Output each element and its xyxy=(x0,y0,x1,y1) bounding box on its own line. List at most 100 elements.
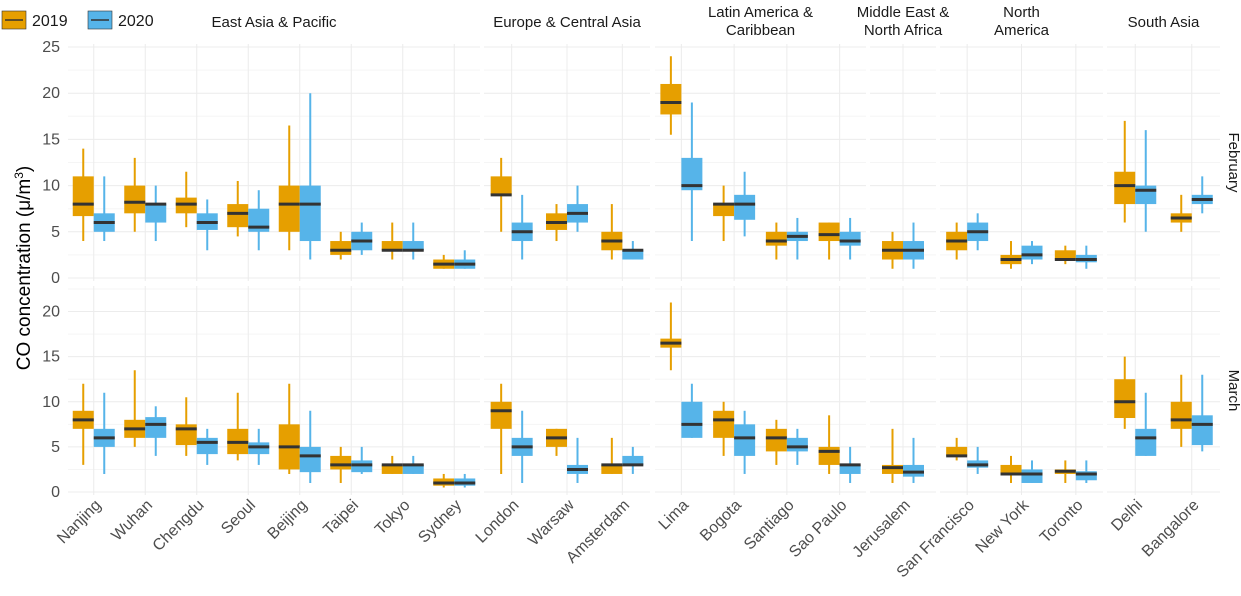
x-tick-label-warsaw: Warsaw xyxy=(525,496,578,549)
box-london-march-2019-iqr xyxy=(490,401,512,429)
y-tick-label: 25 xyxy=(42,39,60,56)
box-bogota-march-2020 xyxy=(734,410,756,474)
box-beijing-february-2019-iqr xyxy=(278,185,300,232)
box-chengdu-february-2020 xyxy=(196,199,218,251)
box-nanjing-march-2020 xyxy=(93,392,115,474)
box-tokyo-march-2019-iqr xyxy=(381,464,403,474)
month-strip-label-february: February xyxy=(1225,132,1241,193)
box-amsterdam-march-2020-iqr xyxy=(622,455,644,465)
box-tokyo-march-2019 xyxy=(381,455,403,474)
y-tick-label: 20 xyxy=(42,304,60,321)
box-toronto-february-2019-iqr xyxy=(1054,250,1076,260)
x-tick-label-jerusalem: Jerusalem xyxy=(850,497,914,561)
box-nanjing-march-2019 xyxy=(72,383,94,465)
box-sao-paulo-february-2019 xyxy=(818,222,840,260)
x-tick-label-tokyo: Tokyo xyxy=(372,497,414,539)
box-bangalore-march-2020-iqr xyxy=(1191,415,1213,446)
box-san-francisco-february-2019 xyxy=(946,222,968,260)
box-wuhan-march-2020 xyxy=(145,406,167,456)
box-nanjing-february-2019 xyxy=(72,148,94,242)
region-strip-label-south-asia: South Asia xyxy=(1128,14,1200,31)
box-bangalore-march-2020 xyxy=(1191,374,1213,452)
y-tick-label: 5 xyxy=(51,439,60,456)
y-tick-label: 20 xyxy=(42,85,60,102)
box-jerusalem-february-2020 xyxy=(903,222,924,269)
box-santiago-march-2020 xyxy=(786,428,808,465)
region-strip-label-latin-america-caribbean: Latin America & xyxy=(708,4,813,21)
box-tokyo-february-2020 xyxy=(402,222,424,260)
box-lima-march-2019 xyxy=(660,302,682,371)
box-san-francisco-march-2019 xyxy=(946,437,968,461)
box-toronto-february-2019 xyxy=(1054,245,1076,265)
box-seoul-march-2019 xyxy=(227,392,249,461)
box-beijing-march-2019 xyxy=(278,383,300,474)
box-taipei-february-2020 xyxy=(351,222,373,255)
y-axis-label: CO concentration (μ/m3) xyxy=(12,166,35,371)
box-santiago-march-2019 xyxy=(765,419,787,465)
box-taipei-february-2019-iqr xyxy=(330,241,352,255)
box-new-york-march-2019 xyxy=(1000,455,1022,483)
box-amsterdam-march-2019 xyxy=(601,437,623,474)
box-lima-february-2020-iqr xyxy=(681,157,703,191)
box-lima-february-2020 xyxy=(681,102,703,242)
box-santiago-february-2019-iqr xyxy=(765,231,787,246)
box-delhi-february-2020-iqr xyxy=(1135,185,1157,205)
box-bogota-february-2020 xyxy=(734,171,756,237)
x-tick-label-nanjing: Nanjing xyxy=(54,497,104,547)
box-bogota-march-2019 xyxy=(713,401,735,456)
legend-2020-label: 2020 xyxy=(118,13,154,30)
box-delhi-march-2020 xyxy=(1135,392,1157,456)
y-tick-label: 10 xyxy=(42,178,60,195)
x-tick-label-london: London xyxy=(473,497,523,547)
box-bangalore-march-2019-iqr xyxy=(1170,401,1192,429)
box-santiago-february-2020 xyxy=(786,217,808,260)
box-tokyo-february-2019-iqr xyxy=(381,241,403,251)
y-tick-label: 0 xyxy=(51,270,60,287)
box-san-francisco-march-2020 xyxy=(967,446,989,474)
box-lima-march-2020 xyxy=(681,383,703,438)
box-lima-february-2019 xyxy=(660,56,682,135)
box-new-york-march-2019-iqr xyxy=(1000,464,1022,474)
box-jerusalem-february-2019 xyxy=(882,231,903,269)
box-toronto-march-2020-iqr xyxy=(1075,471,1097,481)
box-new-york-february-2019 xyxy=(1000,241,1022,269)
box-sao-paulo-february-2020 xyxy=(839,217,861,260)
box-beijing-february-2020 xyxy=(299,93,321,260)
x-tick-label-bangalore: Bangalore xyxy=(1139,497,1203,561)
y-tick-label: 5 xyxy=(51,224,60,241)
box-amsterdam-march-2020 xyxy=(622,446,644,474)
box-new-york-february-2020 xyxy=(1021,241,1043,265)
box-sydney-february-2020 xyxy=(454,250,476,269)
box-tokyo-february-2020-iqr xyxy=(402,241,424,251)
box-new-york-march-2020 xyxy=(1021,460,1043,483)
box-sao-paulo-march-2020-iqr xyxy=(839,464,861,474)
box-jerusalem-march-2020 xyxy=(903,437,924,483)
box-toronto-march-2020 xyxy=(1075,460,1097,483)
box-london-february-2019-iqr xyxy=(490,176,512,195)
region-strip-label-east-asia-pacific: East Asia & Pacific xyxy=(211,14,337,31)
box-beijing-march-2020 xyxy=(299,410,321,483)
box-london-february-2019 xyxy=(490,157,512,232)
box-taipei-february-2019 xyxy=(330,231,352,260)
box-santiago-february-2019 xyxy=(765,222,787,260)
box-bogota-march-2019-iqr xyxy=(713,410,735,438)
box-taipei-march-2020 xyxy=(351,446,373,474)
box-tokyo-february-2019 xyxy=(381,222,403,260)
box-taipei-march-2019-iqr xyxy=(330,455,352,470)
region-strip-label-europe-central-asia: Europe & Central Asia xyxy=(493,14,641,31)
x-tick-label-toronto: Toronto xyxy=(1037,497,1087,547)
box-beijing-march-2020-iqr xyxy=(299,446,321,473)
box-santiago-march-2019-iqr xyxy=(765,428,787,452)
box-sao-paulo-march-2019 xyxy=(818,415,840,474)
box-tokyo-march-2020-iqr xyxy=(402,464,424,474)
box-london-march-2019 xyxy=(490,383,512,474)
box-warsaw-february-2019 xyxy=(546,204,567,242)
box-bogota-february-2019 xyxy=(713,185,735,242)
box-warsaw-february-2020 xyxy=(567,185,588,232)
box-wuhan-february-2019-iqr xyxy=(124,185,146,214)
box-wuhan-february-2020-iqr xyxy=(145,204,167,223)
box-delhi-february-2020 xyxy=(1135,130,1157,232)
box-seoul-march-2020 xyxy=(248,428,270,465)
x-tick-label-chengdu: Chengdu xyxy=(150,497,208,555)
y-tick-label: 10 xyxy=(42,394,60,411)
